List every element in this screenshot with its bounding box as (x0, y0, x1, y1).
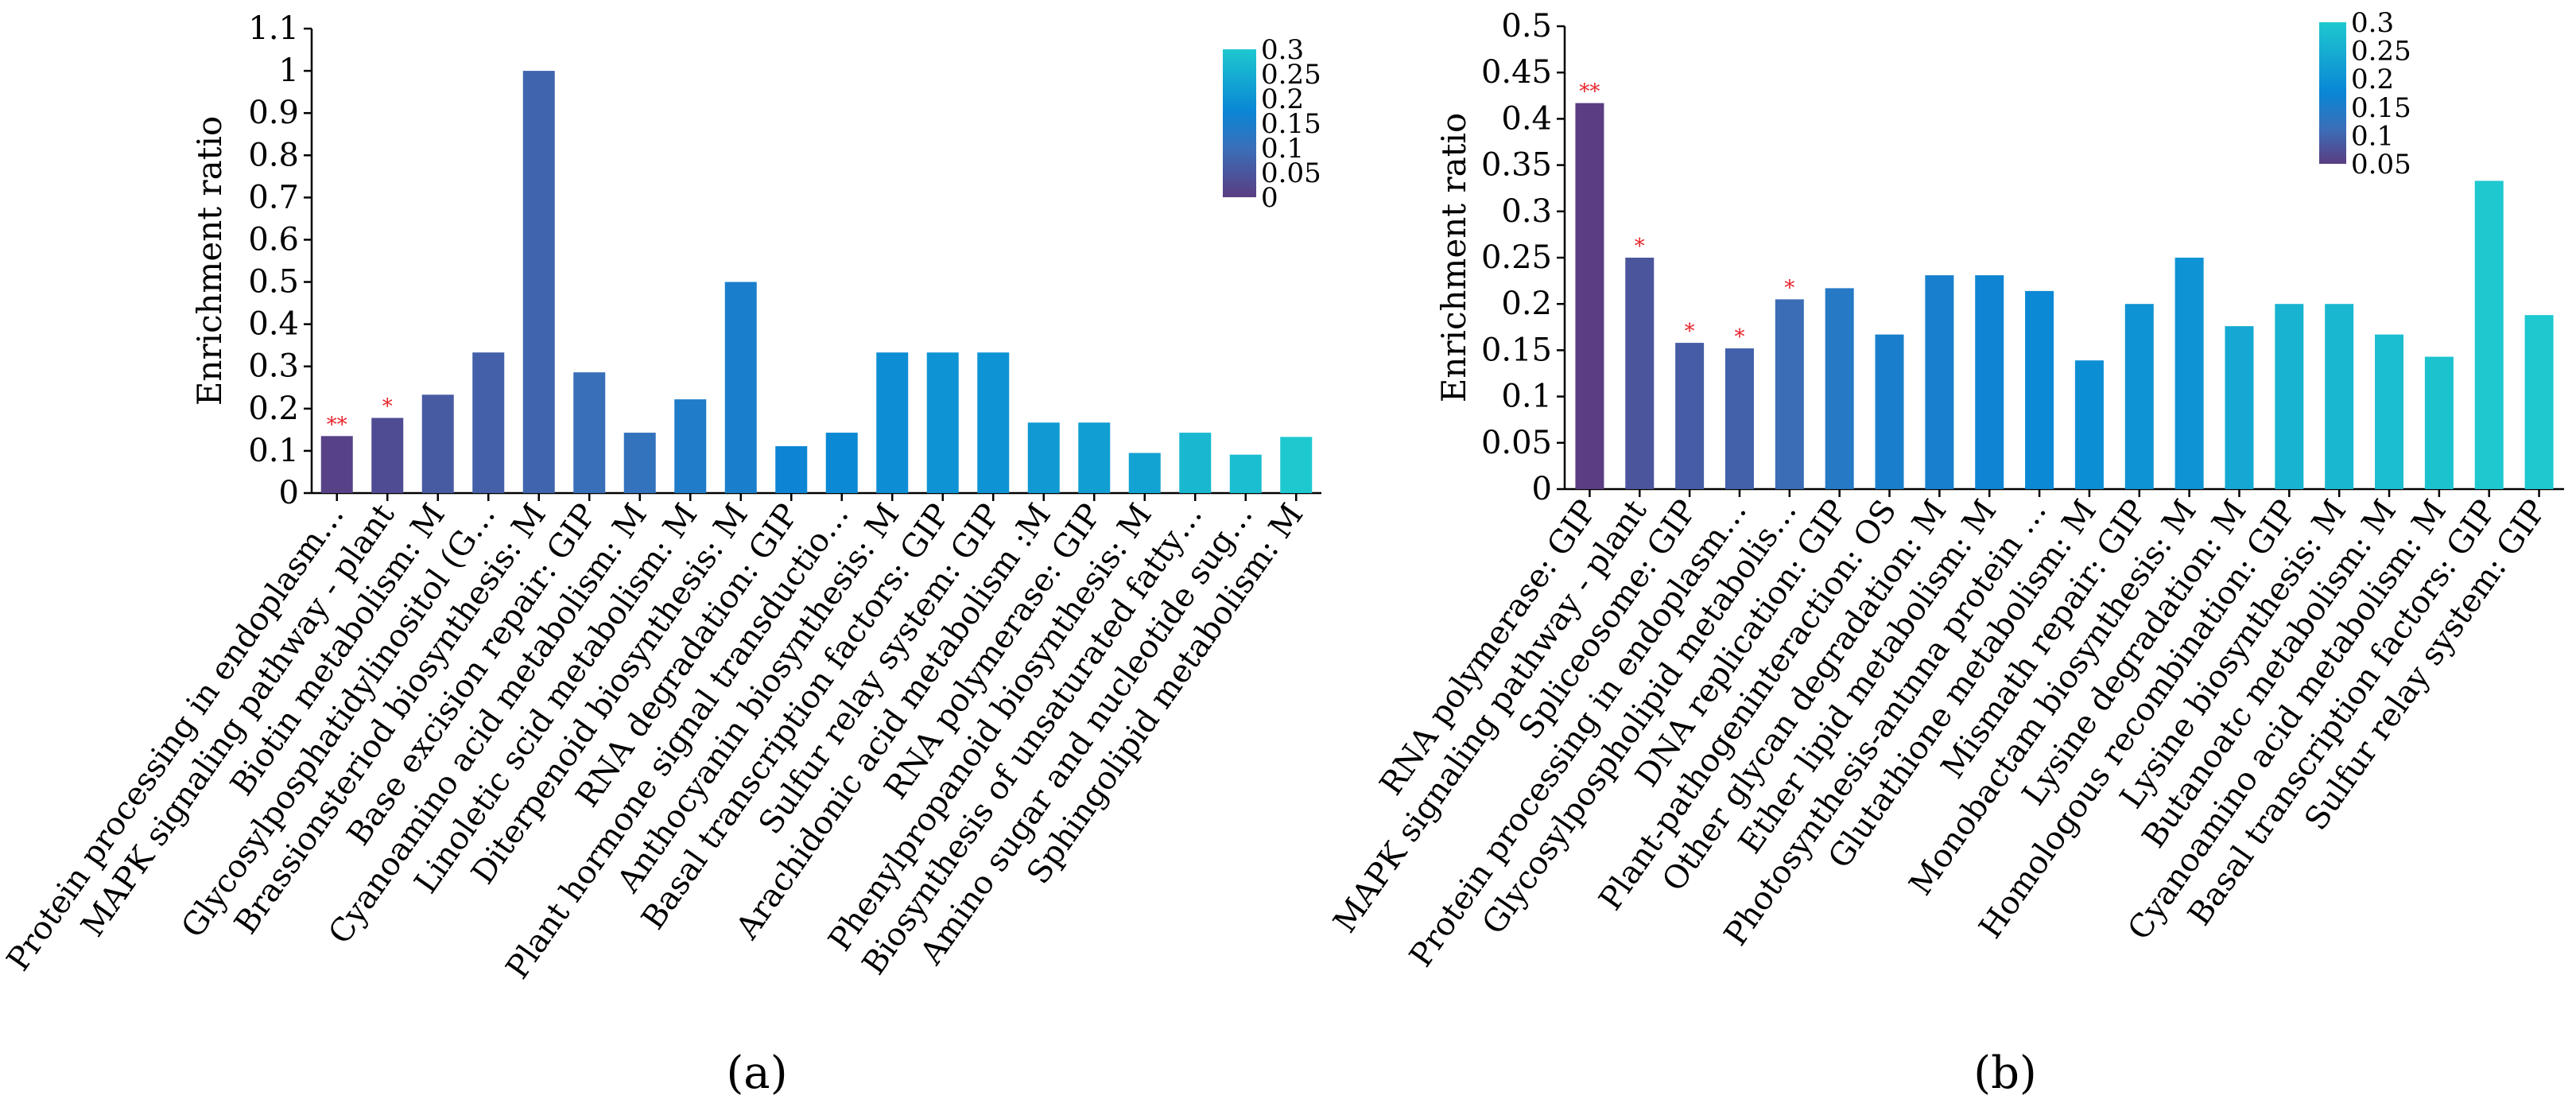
chart-panel-a: 0 0.1 0.2 0.3 0.4 0.5 0.6 0.7 0.8 0.9 1 1.1 Enrichme… (0, 10, 1321, 1099)
bar (977, 352, 1010, 493)
colorbar (1223, 49, 1256, 197)
bar (1675, 343, 1705, 489)
bar (371, 418, 404, 493)
colorbar-label: 0.2 (2351, 64, 2394, 95)
y-tick-label: 0.2 (1501, 286, 1552, 322)
y-tick-label: 0.7 (248, 179, 299, 216)
bar (1179, 433, 1212, 493)
bar (2325, 304, 2354, 489)
y-tick-label: 0.3 (248, 348, 299, 385)
y-tick-label: 0.45 (1481, 54, 1552, 91)
significance-marker: ** (1579, 80, 1600, 104)
bar (2474, 181, 2504, 489)
significance-marker: * (1635, 235, 1645, 258)
bar (623, 433, 656, 493)
panel-label: (b) (1973, 1047, 2037, 1099)
y-tick-label: 0.6 (248, 221, 299, 258)
y-tick-label: 0.9 (248, 95, 299, 131)
bar (522, 71, 555, 493)
y-tick-label: 1.1 (248, 10, 299, 47)
y-tick-label: 0.8 (248, 137, 299, 173)
bar (1128, 453, 1161, 493)
colorbar-label: 0.25 (2351, 36, 2411, 68)
bar (320, 436, 353, 493)
bar (674, 399, 707, 493)
significance-marker: * (1784, 276, 1794, 300)
colorbar-label: 0.05 (1261, 157, 1321, 189)
y-tick-label: 0.25 (1481, 239, 1552, 276)
y-tick-label: 0.1 (1501, 379, 1552, 415)
y-tick-label: 0.35 (1481, 147, 1552, 184)
colorbar-label: 0.2 (1261, 84, 1304, 115)
bar (775, 446, 808, 493)
bar (472, 352, 505, 493)
bar (1229, 454, 1262, 493)
chart-panel-b: 00.050.10.150.20.250.30.350.40.450.5Enri… (1326, 7, 2564, 1099)
y-tick-label: 0.4 (248, 306, 299, 343)
bar (2225, 326, 2254, 489)
bar (1280, 437, 1313, 493)
y-tick-label: 0.3 (1501, 193, 1552, 230)
colorbar-label: 0.3 (2351, 7, 2394, 39)
y-tick-label: 0.2 (248, 390, 299, 427)
colorbar (2319, 22, 2346, 164)
significance-marker: * (1685, 320, 1695, 344)
colorbar-label: 0.3 (1261, 34, 1304, 66)
y-axis-label: Enrichment ratio (190, 116, 229, 406)
colorbar-label: 0.25 (1261, 59, 1321, 91)
y-tick-label: 0.15 (1481, 332, 1552, 368)
bar (1027, 422, 1060, 493)
y-tick-label: 0 (1532, 471, 1552, 507)
y-tick-label: 0.05 (1481, 425, 1552, 461)
y-tick-label: 0.5 (1501, 8, 1552, 45)
bar (2524, 315, 2554, 489)
colorbar-label: 0.1 (2351, 120, 2394, 152)
colorbar-label: 0.1 (1261, 133, 1304, 165)
bar (1575, 103, 1604, 489)
bar (1825, 288, 1854, 489)
bar (2025, 290, 2054, 489)
bar (926, 352, 959, 493)
bar (1975, 275, 2004, 489)
y-tick-label: 1 (279, 52, 299, 89)
bar (1724, 348, 1754, 489)
bar (1078, 422, 1111, 493)
bar (2124, 304, 2154, 489)
bar (1775, 299, 1804, 489)
y-tick-label: 0.5 (248, 264, 299, 301)
significance-marker: * (382, 394, 393, 418)
colorbar-label: 0.05 (2351, 149, 2411, 181)
bar (2174, 258, 2204, 489)
panel-label: (a) (726, 1047, 787, 1099)
y-tick-label: 0.4 (1501, 100, 1552, 137)
bar (2074, 360, 2104, 489)
bar (876, 352, 909, 493)
bar (1875, 334, 1904, 489)
bar (724, 282, 757, 493)
bar (573, 372, 606, 493)
bar (825, 433, 858, 493)
colorbar-label: 0 (1261, 182, 1278, 214)
significance-marker: * (1734, 325, 1744, 349)
colorbar-label: 0.15 (1261, 108, 1321, 140)
bar (2424, 356, 2454, 489)
bar (2375, 334, 2404, 489)
significance-marker: ** (327, 413, 347, 437)
bar (1925, 275, 1954, 489)
y-tick-label: 0.1 (248, 433, 299, 469)
bar (2275, 304, 2304, 489)
y-axis-label: Enrichment ratio (1434, 113, 1473, 402)
y-tick-label: 0 (279, 475, 299, 511)
bar (421, 394, 454, 493)
colorbar-label: 0.15 (2351, 92, 2411, 124)
bar (1625, 258, 1655, 489)
